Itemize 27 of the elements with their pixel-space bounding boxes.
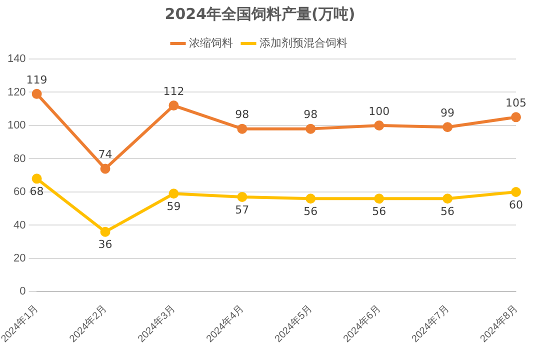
y-tick-label: 140 — [7, 53, 26, 66]
data-label: 36 — [98, 238, 112, 252]
chart-title: 2024年全国饲料产量(万吨) — [164, 4, 356, 23]
data-label: 112 — [163, 84, 184, 98]
y-tick-label: 60 — [14, 186, 26, 198]
y-tick-label: 40 — [14, 219, 26, 232]
legend-label: 浓缩饲料 — [189, 36, 233, 50]
data-label: 74 — [98, 148, 112, 162]
y-tick-label: 120 — [7, 86, 26, 98]
data-label: 98 — [235, 108, 250, 122]
y-tick-label: 20 — [14, 252, 26, 264]
data-label: 119 — [26, 73, 48, 86]
data-label: 56 — [372, 204, 386, 218]
data-label: 57 — [235, 203, 250, 216]
data-label: 99 — [440, 106, 455, 120]
data-label: 56 — [304, 204, 318, 218]
data-label: 56 — [440, 204, 455, 218]
data-label: 105 — [506, 96, 526, 110]
data-label: 60 — [509, 198, 523, 212]
data-label: 100 — [368, 104, 390, 118]
y-tick-label: 80 — [14, 152, 26, 165]
data-label: 98 — [304, 108, 318, 122]
y-tick-label: 100 — [7, 120, 26, 132]
y-tick-label: 0 — [20, 286, 26, 298]
data-label: 59 — [166, 200, 181, 213]
legend-label: 添加剂预混合饲料 — [260, 36, 348, 50]
data-label: 68 — [30, 185, 44, 198]
